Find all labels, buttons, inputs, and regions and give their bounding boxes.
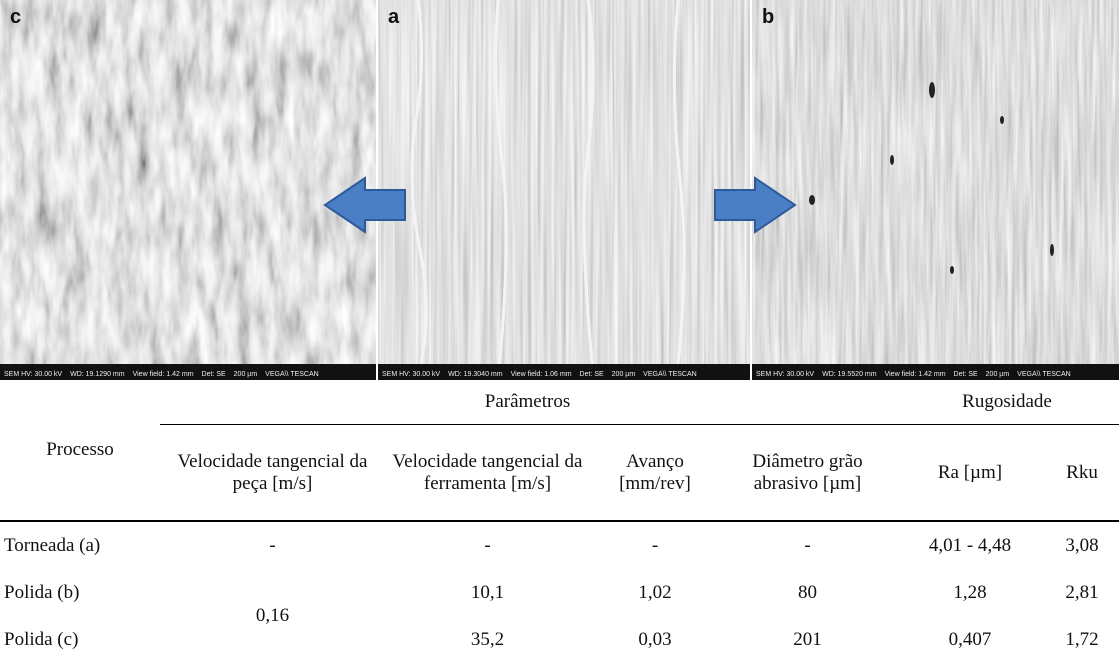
table-cell: - <box>385 521 590 569</box>
column-header: Velocidade tangencial da ferramenta [m/s… <box>385 425 590 522</box>
table-cell: Polida (c) <box>0 616 160 663</box>
table-cell: 4,01 - 4,48 <box>895 521 1045 569</box>
table-cell: 0,16 <box>160 569 385 663</box>
page: cSEM HV: 30.00 kVWD: 19.1290 mmView fiel… <box>0 0 1119 655</box>
table-cell: - <box>720 521 895 569</box>
column-header: Diâmetro grão abrasivo [µm] <box>720 425 895 522</box>
table-cell: 35,2 <box>385 616 590 663</box>
table-cell: 201 <box>720 616 895 663</box>
column-header: Avanço [mm/rev] <box>590 425 720 522</box>
table-cell: 3,08 <box>1045 521 1119 569</box>
group-header: Parâmetros <box>160 380 895 425</box>
table-cell: - <box>160 521 385 569</box>
arrows <box>0 0 1119 380</box>
table-cell: Torneada (a) <box>0 521 160 569</box>
table-cell: 2,81 <box>1045 569 1119 616</box>
table-cell: - <box>590 521 720 569</box>
table-cell: 1,02 <box>590 569 720 616</box>
group-header: Rugosidade <box>895 380 1119 425</box>
table-cell: 1,72 <box>1045 616 1119 663</box>
column-header: Ra [µm] <box>895 425 1045 522</box>
table-cell: 0,03 <box>590 616 720 663</box>
arrow-left <box>325 178 405 232</box>
column-header: Rku <box>1045 425 1119 522</box>
arrow-right <box>715 178 795 232</box>
header-cell: Processo <box>0 380 160 521</box>
table-cell: 0,407 <box>895 616 1045 663</box>
column-header: Velocidade tangencial da peça [m/s] <box>160 425 385 522</box>
table-cell: 80 <box>720 569 895 616</box>
table-cell: Polida (b) <box>0 569 160 616</box>
parameters-table: Processo Parâmetros Rugosidade Velocidad… <box>0 380 1119 663</box>
table-cell: 10,1 <box>385 569 590 616</box>
table-cell: 1,28 <box>895 569 1045 616</box>
